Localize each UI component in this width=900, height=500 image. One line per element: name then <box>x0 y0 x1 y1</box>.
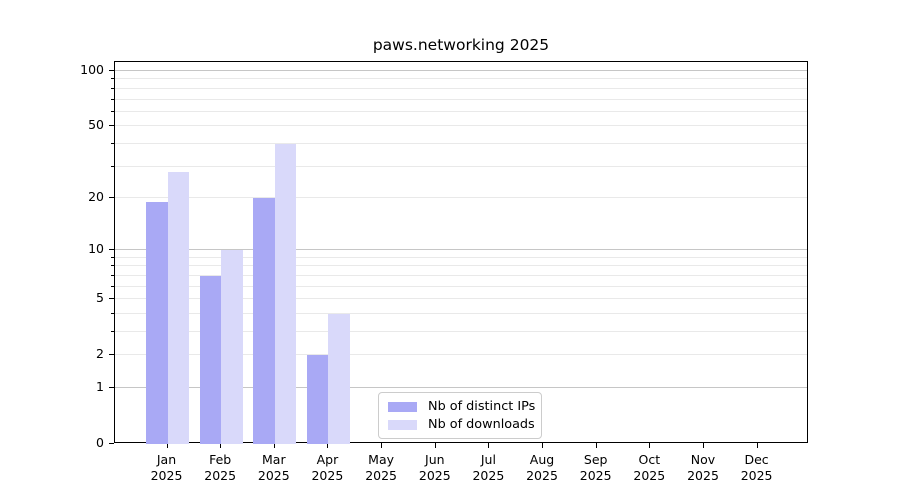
x-axis-tick <box>703 443 704 448</box>
bar-apr-distinct-ips <box>306 355 329 444</box>
y-axis-minor-tick <box>111 354 114 356</box>
y-axis-minor-tick <box>111 78 114 80</box>
y-axis-tick-label: 2 <box>96 346 104 362</box>
x-axis-tick <box>273 443 275 448</box>
y-axis-minor-tick <box>111 256 114 258</box>
y-axis-tick-label: 50 <box>88 117 104 133</box>
y-axis-tick <box>109 70 114 71</box>
y-axis-tick-label: 100 <box>80 62 104 77</box>
minor-gridline <box>115 87 807 89</box>
minor-gridline <box>115 142 807 144</box>
minor-gridline <box>115 331 807 332</box>
x-axis-tick-label: Nov 2025 <box>687 452 719 483</box>
y-axis-minor-tick <box>111 142 114 144</box>
x-axis-tick-label: Oct 2025 <box>633 452 666 483</box>
minor-gridline <box>115 256 807 258</box>
bar-mar-distinct-ips <box>253 197 275 444</box>
y-axis-minor-tick <box>111 331 114 332</box>
y-axis-minor-tick <box>111 274 114 276</box>
y-axis-minor-tick <box>111 98 114 100</box>
x-axis-tick-label: Jun 2025 <box>418 452 451 483</box>
minor-gridline <box>115 285 807 287</box>
y-axis-tick-label: 5 <box>96 290 104 306</box>
x-axis-tick <box>220 443 222 448</box>
x-axis-tick <box>166 443 168 448</box>
x-axis-tick <box>434 443 436 448</box>
minor-gridline <box>115 274 807 276</box>
x-axis-tick <box>327 443 329 448</box>
bar-jan-downloads <box>167 171 189 444</box>
major-gridline <box>115 70 807 71</box>
y-axis-minor-tick <box>111 265 114 267</box>
legend-label-downloads: Nb of downloads <box>428 417 535 432</box>
legend: Nb of distinct IPs Nb of downloads <box>378 392 542 439</box>
minor-gridline <box>115 165 807 167</box>
y-axis-tick-label: 1 <box>96 379 104 394</box>
chart-title: paws.networking 2025 <box>372 36 550 54</box>
x-axis-tick-label: Jan 2025 <box>150 452 183 483</box>
x-axis-tick <box>381 443 383 448</box>
y-axis-tick-label: 20 <box>88 188 104 204</box>
y-axis-minor-tick <box>111 87 114 89</box>
y-axis-tick-label: 0 <box>96 435 104 450</box>
minor-gridline <box>115 312 807 314</box>
legend-entry-downloads: Nb of downloads <box>388 417 535 432</box>
y-axis-tick <box>109 387 114 388</box>
x-axis-tick-label: Sep 2025 <box>579 452 612 483</box>
minor-gridline <box>115 298 807 300</box>
x-axis-tick <box>756 443 758 448</box>
bar-feb-distinct-ips <box>199 275 222 444</box>
x-axis-tick-label: Feb 2025 <box>204 452 237 483</box>
x-axis-tick-label: Jul 2025 <box>472 452 505 483</box>
minor-gridline <box>115 98 807 100</box>
x-axis-tick-label: Apr 2025 <box>311 452 344 483</box>
minor-gridline <box>115 125 807 127</box>
y-axis-minor-tick <box>111 196 114 198</box>
minor-gridline <box>115 265 807 267</box>
bar-mar-downloads <box>274 143 297 444</box>
legend-label-distinct-ips: Nb of distinct IPs <box>428 399 536 414</box>
major-gridline <box>115 249 807 251</box>
y-axis-tick <box>109 443 114 444</box>
x-axis-tick-label: Mar 2025 <box>257 452 290 483</box>
y-axis-minor-tick <box>111 110 114 112</box>
y-axis-minor-tick <box>111 285 114 287</box>
legend-swatch-downloads-icon <box>388 419 417 430</box>
x-axis-tick <box>488 443 490 448</box>
bar-jan-distinct-ips <box>146 201 168 444</box>
y-axis-minor-tick <box>111 312 114 314</box>
minor-gridline <box>115 78 807 80</box>
minor-gridline <box>115 354 807 356</box>
bar-apr-downloads <box>328 313 350 444</box>
plot-area: Nb of distinct IPs Nb of downloads <box>114 61 808 444</box>
x-axis-tick-label: Dec 2025 <box>740 452 773 483</box>
major-gridline <box>115 387 807 388</box>
x-axis-tick <box>649 443 651 448</box>
x-axis-tick-label: May 2025 <box>365 452 397 483</box>
y-axis-tick-label: 10 <box>88 241 104 257</box>
y-axis-minor-tick <box>111 298 114 300</box>
legend-entry-distinct-ips: Nb of distinct IPs <box>388 399 536 414</box>
bar-feb-downloads <box>221 250 243 444</box>
y-axis-minor-tick <box>111 165 114 167</box>
minor-gridline <box>115 110 807 112</box>
x-axis-tick <box>595 443 597 448</box>
x-axis-tick <box>542 443 543 448</box>
x-axis-tick-label: Aug 2025 <box>526 452 558 483</box>
y-axis-minor-tick <box>111 125 114 127</box>
y-axis-tick <box>109 249 114 251</box>
minor-gridline <box>115 196 807 198</box>
legend-swatch-distinct-ips-icon <box>388 401 417 412</box>
